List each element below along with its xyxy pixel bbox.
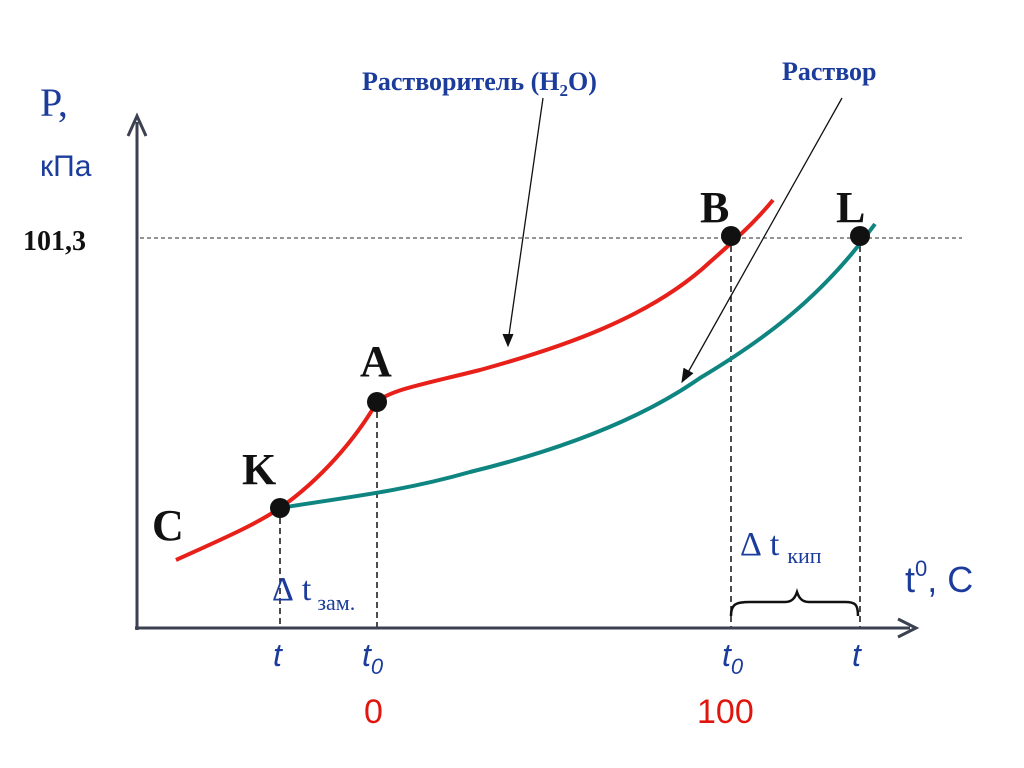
tick-t0-boil-solvent: t0 [722,637,744,679]
point-L-marker [850,226,870,246]
solution-curve [279,222,877,510]
tick-t0-freeze-solvent: t0 [362,637,384,679]
y-axis-label-p: P, [40,80,68,125]
solvent-pointer-line [507,97,544,343]
value-zero: 0 [364,693,383,731]
boiling-interval-brace [729,588,860,617]
x-axis-label: t0, C [905,556,973,600]
point-A-label: A [360,337,392,386]
y-axis-label-unit: кПа [40,150,92,183]
point-B-marker [721,226,741,246]
solvent-pointer-arrow [502,333,514,348]
point-C-label: C [152,501,184,550]
solvent-label: Растворитель (H2O) [362,67,597,100]
point-A-marker [367,392,387,412]
x-axis-arrow [897,617,920,639]
y-axis-arrow [126,112,148,137]
solution-pointer-arrow [681,367,694,384]
tick-t-boil-solution: t [852,637,862,673]
solution-pointer-line [685,97,843,377]
pressure-value-label: 101,3 [23,226,86,257]
solution-label: Раствор [782,57,877,86]
point-K-label: K [242,445,276,494]
point-L-label: L [836,183,865,232]
value-hundred: 100 [697,693,754,731]
solvent-curve-ice [175,400,379,562]
point-K-marker [270,498,290,518]
tick-t-freeze-solution: t [273,637,283,673]
point-B-label: B [700,183,729,232]
